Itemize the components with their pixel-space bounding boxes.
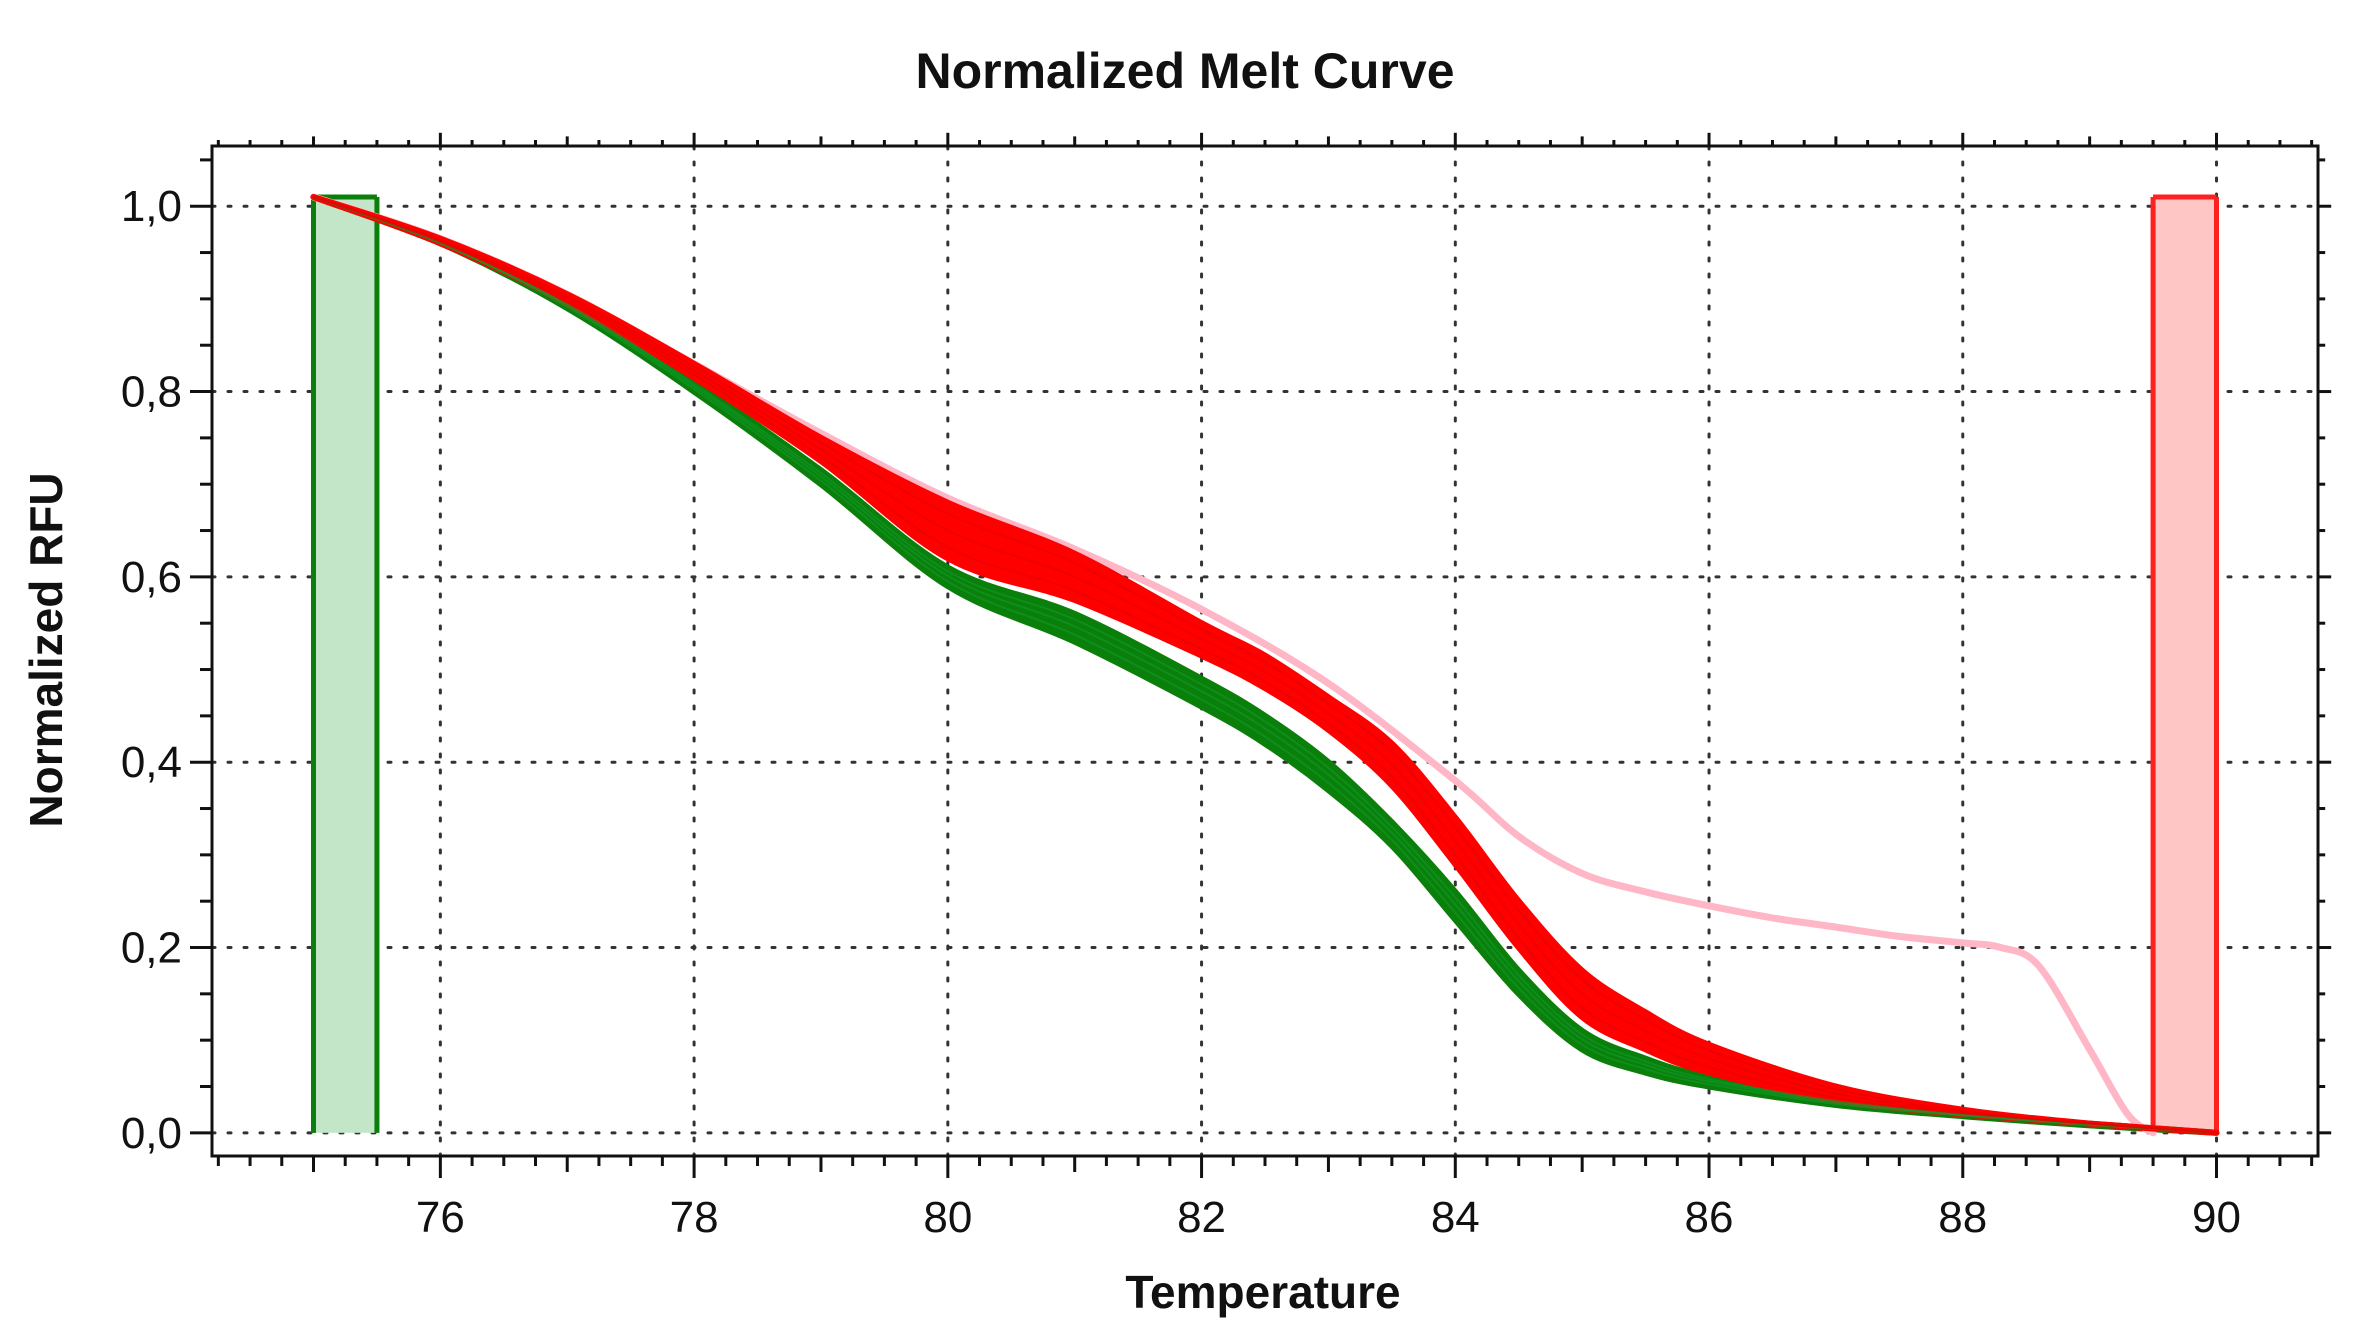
x-tick-label: 76 — [416, 1193, 465, 1242]
green-curve-strand — [313, 196, 2217, 1134]
y-tick-label: 1,0 — [121, 182, 182, 231]
grid — [210, 144, 2320, 1158]
x-tick-label: 90 — [2192, 1193, 2241, 1242]
y-axis-label: Normalized RFU — [20, 472, 72, 827]
pre-melt-region-fill — [313, 196, 377, 1133]
red-curve-strand — [313, 196, 2217, 1134]
x-tick-label: 88 — [1938, 1193, 1987, 1242]
green-curve-strand — [313, 196, 2217, 1134]
x-tick-label: 78 — [670, 1193, 719, 1242]
chart-title: Normalized Melt Curve — [915, 43, 1454, 99]
x-axis-label: Temperature — [1125, 1266, 1400, 1318]
x-tick-label: 84 — [1431, 1193, 1480, 1242]
y-tick-label: 0,8 — [121, 368, 182, 417]
y-tick-label: 0,4 — [121, 738, 182, 787]
region-bands — [310, 194, 2220, 1133]
y-tick-label: 0,6 — [121, 553, 182, 602]
y-tick-label: 0,0 — [121, 1109, 182, 1158]
post-melt-region-fill — [2153, 196, 2217, 1133]
x-tick-label: 86 — [1685, 1193, 1734, 1242]
y-tick-label: 0,2 — [121, 924, 182, 973]
ticks: 76 78 80 82 84 86 88 90 0,0 0,2 0,4 0,6 0,8 1,0 — [121, 132, 2332, 1242]
x-tick-label: 80 — [923, 1193, 972, 1242]
red-curve-strand — [313, 196, 2217, 1134]
series-lines — [310, 193, 2220, 1137]
x-tick-label: 82 — [1177, 1193, 1226, 1242]
red-curve-strand — [313, 196, 2217, 1134]
green-curve-strand — [313, 196, 2217, 1134]
